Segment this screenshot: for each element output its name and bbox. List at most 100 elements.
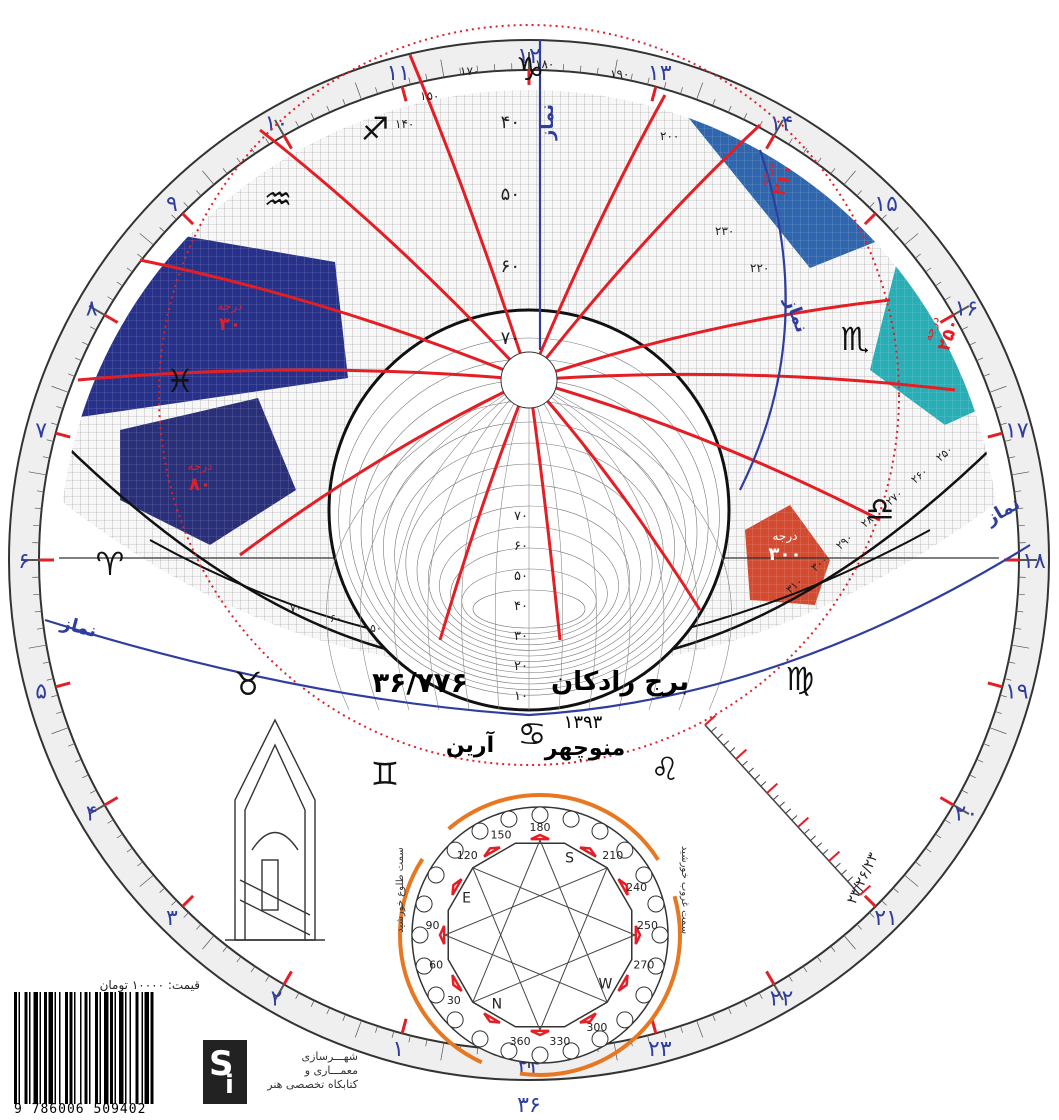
scale-tick bbox=[859, 884, 872, 896]
tick-mark bbox=[236, 157, 242, 164]
barcode-bar bbox=[119, 992, 124, 1104]
compass-rose: 180 S 210 240 250 270 W 300 330 360 N 30 60 90 E 120 150 bbox=[398, 793, 682, 1077]
tick-mark bbox=[999, 694, 1007, 698]
tick-mark bbox=[647, 77, 650, 85]
left-arc-label: ۷۰ bbox=[290, 602, 302, 615]
compass-marker bbox=[451, 974, 463, 992]
compass-chord bbox=[472, 934, 636, 1003]
hour-line bbox=[527, 379, 562, 641]
tick-mark bbox=[914, 861, 921, 867]
tick-mark bbox=[1016, 610, 1024, 613]
compass-scallop bbox=[500, 810, 518, 828]
compass-label: S bbox=[565, 851, 574, 867]
compass-chord bbox=[444, 934, 608, 1003]
hour-label: ۱۸ bbox=[1022, 549, 1046, 574]
compass-scallop bbox=[647, 895, 665, 913]
tick-mark bbox=[222, 168, 228, 175]
publisher-line-2: معمـــاری و bbox=[304, 1064, 358, 1077]
tick-mark bbox=[727, 1007, 732, 1015]
upper-label: ۱۵۰ bbox=[420, 89, 439, 103]
tick-mark bbox=[196, 923, 202, 930]
tick-mark bbox=[904, 233, 919, 246]
dome-meridian bbox=[528, 379, 665, 711]
barcode-bar bbox=[14, 992, 17, 1104]
compass-marker bbox=[530, 833, 550, 841]
tick-mark bbox=[994, 711, 1002, 714]
dome-meridian bbox=[528, 379, 699, 711]
compass-scallop bbox=[415, 957, 433, 975]
hour-tick bbox=[939, 313, 955, 324]
tick-mark bbox=[712, 99, 716, 106]
panel-value: ۳۰۰ bbox=[769, 544, 802, 565]
degree-ticks bbox=[21, 52, 1037, 1068]
zodiac-sign: ♒ bbox=[264, 180, 293, 218]
tick-mark bbox=[802, 966, 808, 973]
hour-tick bbox=[103, 796, 119, 807]
hour-line bbox=[527, 378, 702, 611]
tick-mark bbox=[90, 789, 97, 794]
tick-mark bbox=[727, 105, 732, 113]
barcode-bar bbox=[144, 992, 149, 1104]
tick-mark bbox=[34, 507, 42, 510]
dome-meridian bbox=[393, 379, 530, 711]
compass-label: 30 bbox=[447, 994, 461, 1007]
dome-degree-label: ۷۰ bbox=[514, 509, 528, 524]
tick-mark bbox=[28, 644, 47, 649]
hour-line bbox=[528, 298, 891, 382]
compass-scallop bbox=[427, 866, 445, 884]
publisher-line-1: شهـــرسازی bbox=[301, 1050, 358, 1063]
compass-scallop bbox=[591, 822, 609, 840]
tick-mark bbox=[310, 113, 315, 120]
dome-meridian bbox=[494, 379, 530, 711]
scale-tick bbox=[754, 774, 761, 780]
year: ۱۳۹۳ bbox=[564, 712, 603, 733]
compass-marker bbox=[483, 846, 501, 858]
compass-orange-arc bbox=[398, 793, 682, 1077]
tick-mark bbox=[680, 1025, 683, 1033]
tick-mark bbox=[743, 1000, 748, 1007]
hour-tick bbox=[939, 796, 955, 807]
zodiac-sign: ♉ bbox=[234, 665, 263, 703]
compass-scallop bbox=[411, 926, 429, 944]
tick-mark bbox=[1016, 507, 1024, 510]
panel-degree-300 bbox=[745, 505, 830, 605]
compass-scallop bbox=[446, 1011, 464, 1029]
zodiac-sign: ♋ bbox=[518, 715, 547, 753]
tick-mark bbox=[596, 67, 599, 75]
barcode bbox=[14, 992, 154, 1104]
upper-label: ۱۷۰ bbox=[460, 64, 479, 78]
scale-tick bbox=[841, 869, 847, 875]
hour-tick bbox=[987, 681, 1003, 689]
tick-mark bbox=[171, 900, 177, 906]
hour-tick bbox=[282, 970, 293, 986]
tick-mark bbox=[1008, 661, 1016, 664]
hour-tick bbox=[282, 134, 293, 150]
tick-mark bbox=[408, 77, 411, 85]
compass-label: 300 bbox=[586, 1021, 607, 1034]
tick-mark bbox=[830, 945, 836, 952]
tick-mark bbox=[236, 956, 242, 963]
scale-tick bbox=[810, 835, 816, 841]
tick-mark bbox=[613, 59, 618, 78]
tick-mark bbox=[983, 373, 990, 377]
tick-mark bbox=[969, 774, 976, 779]
tick-mark bbox=[375, 87, 378, 95]
tick-mark bbox=[869, 912, 875, 918]
tick-mark bbox=[579, 65, 582, 73]
center-title: برج رادکان bbox=[551, 667, 689, 697]
tick-mark bbox=[881, 900, 887, 906]
hour-label: ۲۰ bbox=[955, 802, 979, 827]
tick-mark bbox=[46, 439, 54, 442]
scale-tick bbox=[847, 876, 854, 882]
compass-scallop bbox=[635, 866, 653, 884]
barcode-bar bbox=[24, 992, 28, 1104]
tick-mark bbox=[88, 305, 106, 316]
compass-chord bbox=[472, 867, 636, 936]
tick-mark bbox=[250, 147, 256, 154]
hour-label: ۱ bbox=[392, 1037, 404, 1062]
scale-tick bbox=[760, 781, 767, 787]
tick-mark bbox=[1004, 439, 1012, 442]
tick-mark bbox=[994, 406, 1002, 409]
tick-mark bbox=[391, 82, 395, 90]
